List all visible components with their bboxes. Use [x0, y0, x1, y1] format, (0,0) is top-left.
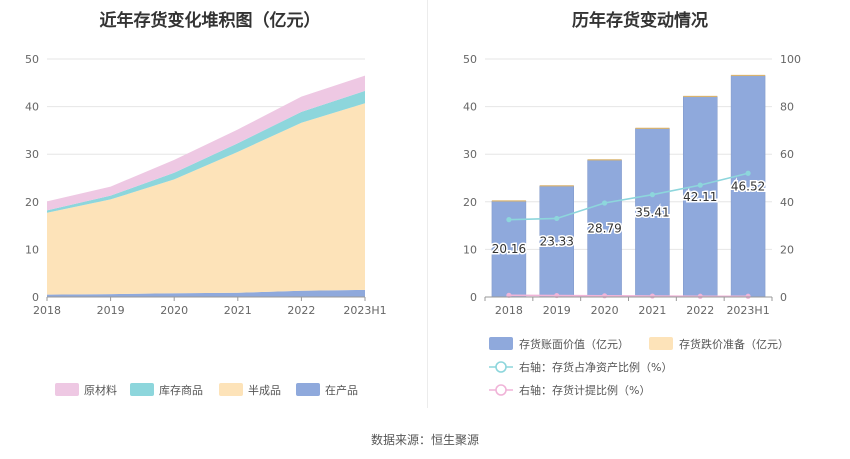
bar-inventory-value: [683, 96, 718, 298]
x-tick-label: 2021: [224, 304, 252, 317]
legend-label: 半成品: [248, 383, 281, 397]
legend-label: 库存商品: [159, 383, 203, 397]
x-tick-label: 2020: [160, 304, 188, 317]
x-tick-label: 2019: [543, 304, 571, 317]
line-point: [745, 293, 751, 299]
legend-label: 在产品: [325, 383, 358, 397]
chart-divider: [427, 0, 428, 408]
bar-inventory-reserve: [587, 159, 622, 161]
legend-swatch-半成品: [219, 383, 243, 396]
legend-line-marker: [495, 384, 507, 396]
x-tick-label: 2023H1: [343, 304, 386, 317]
legend-swatch-bar-reserve: [649, 337, 673, 350]
y-tick-label: 0: [470, 291, 477, 304]
x-tick-label: 2022: [686, 304, 714, 317]
legend-label: 存货账面价值（亿元）: [519, 337, 629, 351]
area-series-原材料: [47, 75, 365, 211]
bar-inventory-value: [635, 128, 670, 298]
x-tick-label: 2023H1: [726, 304, 769, 317]
line-point: [601, 293, 608, 299]
legend-swatch-原材料: [55, 383, 79, 396]
y-tick-label: 10: [463, 243, 477, 256]
y-tick-label: 30: [25, 148, 39, 161]
y2-tick-label: 0: [780, 291, 787, 304]
y-tick-label: 50: [25, 53, 39, 66]
line-point: [697, 182, 703, 188]
line-point: [554, 215, 560, 222]
legend-swatch-bar-value: [489, 337, 513, 350]
area-series-在产品: [47, 289, 365, 297]
y-tick-label: 20: [25, 196, 39, 209]
bar-inventory-reserve: [635, 127, 670, 129]
x-tick-label: 2018: [33, 304, 61, 317]
y2-tick-label: 40: [780, 196, 794, 209]
line-point: [649, 293, 656, 299]
legend-label: 右轴：存货占净资产比例（%）: [519, 360, 672, 374]
bar-inventory-reserve: [683, 95, 718, 98]
y-tick-label: 50: [463, 53, 477, 66]
y-tick-label: 20: [463, 196, 477, 209]
left-chart-title: 近年存货变化堆积图（亿元）: [99, 11, 321, 31]
x-tick-label: 2020: [591, 304, 619, 317]
x-tick-label: 2022: [287, 304, 315, 317]
bar-inventory-value: [587, 159, 622, 298]
bar-data-label: 35.41: [635, 206, 669, 220]
bar-inventory-reserve: [731, 74, 766, 77]
area-series-半成品: [47, 103, 365, 295]
area-series-库存商品: [47, 90, 365, 213]
legend-label: 右轴：存货计提比例（%）: [519, 383, 650, 397]
legend-label: 存货跌价准备（亿元）: [679, 337, 789, 351]
bar-data-label: 23.33: [540, 234, 574, 248]
line-series-1: [508, 294, 749, 298]
bar-data-label: 28.79: [587, 221, 621, 235]
inventory-bar-line-chart: 0 10 20 30 40 50 0 20 40 60 80 100 20.16 23.33 28.79 35…: [463, 53, 801, 397]
legend-swatch-在产品: [296, 383, 320, 396]
line-point: [649, 192, 656, 198]
y2-tick-label: 60: [780, 148, 794, 161]
y-tick-label: 10: [25, 243, 39, 256]
bar-inventory-reserve: [491, 200, 526, 202]
x-tick-label: 2018: [495, 304, 523, 317]
line-point: [697, 293, 703, 299]
y-tick-label: 30: [463, 148, 477, 161]
bar-data-label: 42.11: [683, 190, 717, 204]
stacked-area-chart: 0 10 20 30 40 50 2018 2019 2020 2021 2022 2023H1 原材料…: [25, 53, 387, 397]
bar-data-label: 46.52: [731, 179, 765, 193]
line-point: [506, 217, 512, 223]
y2-tick-label: 80: [780, 101, 794, 114]
y2-tick-label: 100: [780, 53, 801, 66]
bar-data-label: 20.16: [492, 242, 526, 256]
line-series-0: [508, 172, 749, 221]
x-tick-label: 2021: [638, 304, 666, 317]
y-tick-label: 0: [32, 291, 39, 304]
bar-inventory-reserve: [539, 185, 574, 187]
bar-inventory-value: [539, 185, 574, 298]
y-tick-label: 40: [25, 101, 39, 114]
y2-tick-label: 20: [780, 243, 794, 256]
legend-label: 原材料: [84, 383, 117, 397]
legend-line-marker: [495, 361, 507, 373]
bar-inventory-value: [491, 200, 527, 298]
right-chart-title: 历年存货变动情况: [572, 11, 708, 31]
line-point: [745, 170, 751, 176]
line-point: [601, 200, 608, 206]
data-source: 数据来源：恒生聚源: [370, 433, 479, 447]
legend-swatch-库存商品: [130, 383, 154, 396]
y-tick-label: 40: [463, 101, 477, 114]
x-tick-label: 2019: [97, 304, 125, 317]
